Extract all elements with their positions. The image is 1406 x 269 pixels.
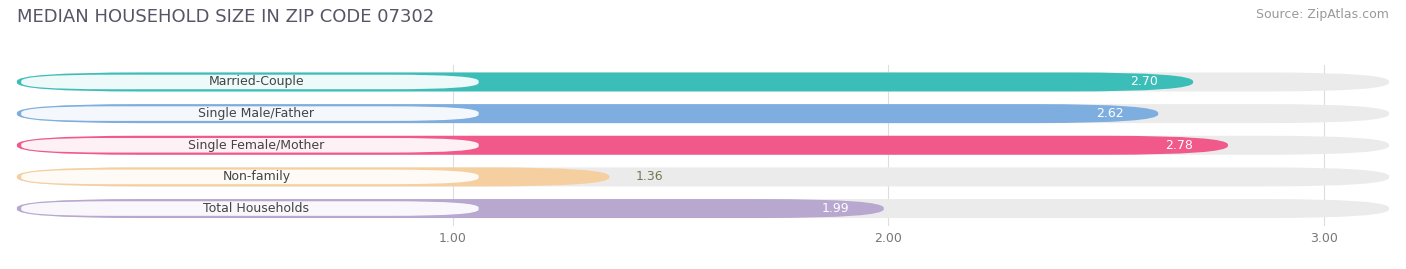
FancyBboxPatch shape — [17, 167, 609, 186]
Text: 2.78: 2.78 — [1166, 139, 1194, 152]
Text: 2.70: 2.70 — [1130, 76, 1159, 89]
Text: Non-family: Non-family — [222, 170, 291, 183]
FancyBboxPatch shape — [21, 75, 478, 89]
Text: Total Households: Total Households — [204, 202, 309, 215]
Text: Married-Couple: Married-Couple — [208, 76, 304, 89]
FancyBboxPatch shape — [17, 136, 1227, 155]
Text: Single Female/Mother: Single Female/Mother — [188, 139, 325, 152]
Text: 1.36: 1.36 — [636, 170, 664, 183]
Text: MEDIAN HOUSEHOLD SIZE IN ZIP CODE 07302: MEDIAN HOUSEHOLD SIZE IN ZIP CODE 07302 — [17, 8, 434, 26]
Text: 1.99: 1.99 — [821, 202, 849, 215]
Text: Source: ZipAtlas.com: Source: ZipAtlas.com — [1256, 8, 1389, 21]
FancyBboxPatch shape — [17, 104, 1159, 123]
FancyBboxPatch shape — [17, 167, 1389, 186]
FancyBboxPatch shape — [17, 199, 884, 218]
FancyBboxPatch shape — [21, 138, 478, 153]
FancyBboxPatch shape — [17, 104, 1389, 123]
FancyBboxPatch shape — [17, 136, 1389, 155]
FancyBboxPatch shape — [17, 72, 1389, 91]
FancyBboxPatch shape — [17, 72, 1194, 91]
FancyBboxPatch shape — [21, 106, 478, 121]
Text: Single Male/Father: Single Male/Father — [198, 107, 315, 120]
FancyBboxPatch shape — [17, 199, 1389, 218]
FancyBboxPatch shape — [21, 170, 478, 184]
Text: 2.62: 2.62 — [1095, 107, 1123, 120]
FancyBboxPatch shape — [21, 201, 478, 216]
